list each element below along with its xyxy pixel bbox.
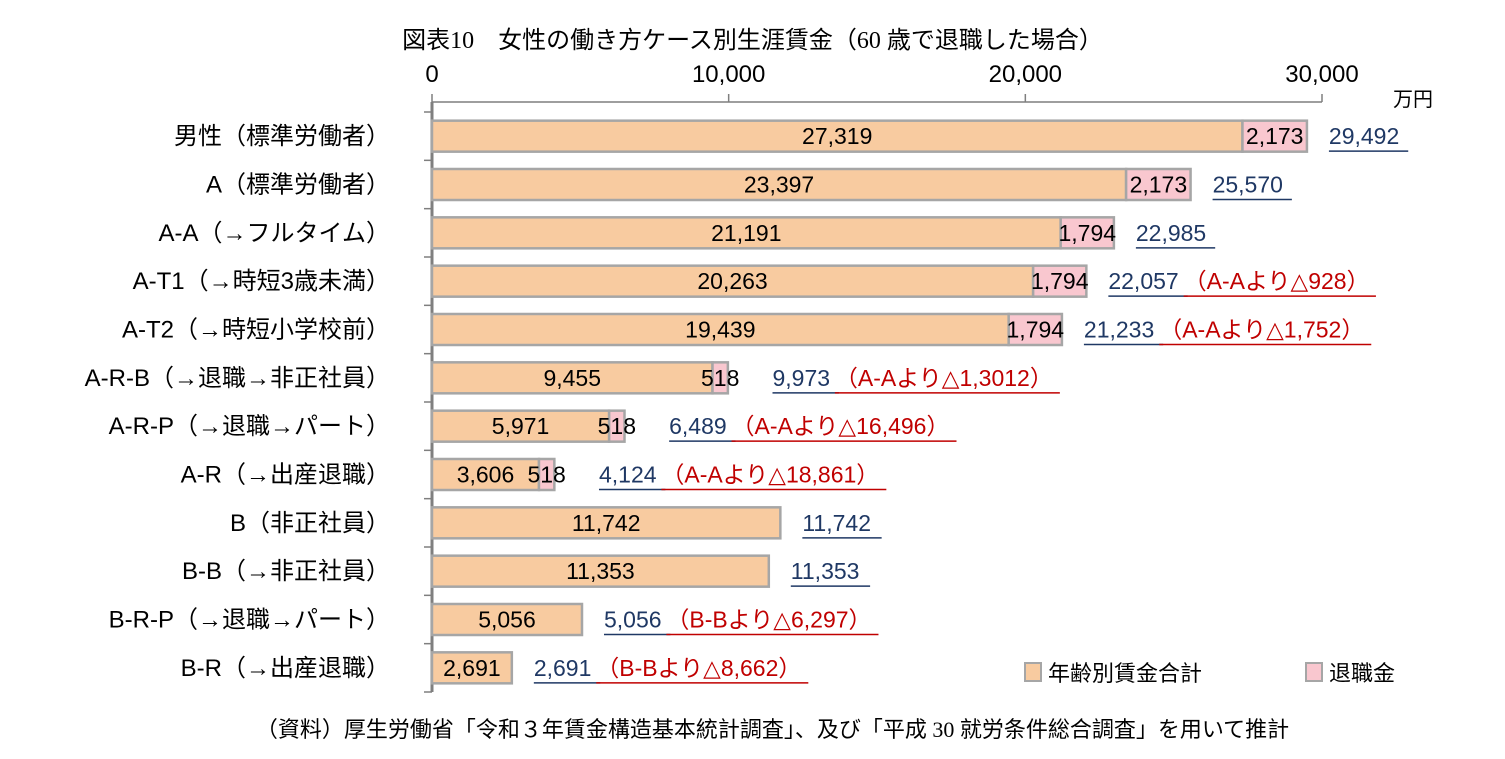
bar-retirement-label: 518 <box>527 462 565 488</box>
x-tick-label: 10,000 <box>692 61 765 88</box>
legend-label-retirement: 退職金 <box>1329 661 1395 686</box>
difference-label: （B-Bより△8,662） <box>596 655 801 681</box>
bar-wage <box>430 554 771 588</box>
bar-wage <box>430 602 584 637</box>
bar-retirement <box>711 361 730 395</box>
bar-wage-label: 19,439 <box>685 317 755 343</box>
bar-wage-label: 5,056 <box>478 607 536 633</box>
difference-label: （A-Aより△1,752） <box>1159 317 1364 343</box>
category-label: 男性（標準労働者） <box>174 123 390 150</box>
category-label: B-R-P（→退職→パート） <box>109 607 390 634</box>
bar-retirement <box>1059 216 1116 250</box>
bar-wage-label: 20,263 <box>697 268 767 294</box>
x-tick-label: 20,000 <box>989 61 1062 88</box>
total-label: 29,492 <box>1329 123 1399 149</box>
total-label: 11,353 <box>791 558 860 584</box>
bar-retirement <box>607 409 626 443</box>
total-label: 4,124 <box>599 462 657 488</box>
source-note: （資料）厚生労働省「令和３年賃金構造基本統計調査」、及び「平成 30 就労条件総… <box>255 717 1290 742</box>
bar-retirement-label: 518 <box>598 413 636 439</box>
bar-wage <box>430 312 1010 347</box>
total-label: 22,985 <box>1136 220 1206 246</box>
bar-wage-label: 23,397 <box>744 172 814 198</box>
category-label: A-T1（→時短3歳未満） <box>133 268 390 295</box>
category-label: A（標準労働者） <box>206 172 390 199</box>
x-tick-label: 0 <box>425 61 438 88</box>
total-label: 5,056 <box>604 607 662 633</box>
bar-retirement-label: 518 <box>701 365 739 391</box>
category-label: A-R-B（→退職→非正社員） <box>85 365 390 392</box>
total-label: 2,691 <box>534 655 592 681</box>
category-label: B（非正社員） <box>230 510 390 537</box>
bar-wage-label: 11,353 <box>566 558 635 584</box>
total-label: 11,742 <box>802 510 871 536</box>
difference-label: （A-Aより△928） <box>1184 268 1370 294</box>
bar-retirement <box>1007 312 1064 347</box>
bar-retirement <box>1031 264 1088 298</box>
bars-layer <box>430 119 1309 685</box>
legend-swatch-retirement <box>1305 662 1323 682</box>
bar-wage-label: 2,691 <box>443 655 501 681</box>
bar-wage <box>430 457 541 492</box>
bar-retirement-label: 1,794 <box>1031 268 1089 294</box>
category-label: A-T2（→時短小学校前） <box>122 317 390 344</box>
total-label: 6,489 <box>669 413 727 439</box>
legend-swatch-wage <box>1024 662 1042 682</box>
bar-retirement <box>537 457 556 492</box>
bar-wage <box>430 119 1244 153</box>
bar-wage-label: 9,455 <box>543 365 601 391</box>
difference-label: （A-Aより△16,496） <box>732 413 950 439</box>
x-tick-label: 30,000 <box>1285 61 1358 88</box>
bar-retirement <box>1241 119 1309 153</box>
bar-wage <box>430 361 714 395</box>
bar-wage <box>430 409 611 443</box>
difference-label: （A-Aより△18,861） <box>661 462 879 488</box>
bar-wage <box>430 651 514 685</box>
legend-label-wage: 年齢別賃金合計 <box>1048 661 1202 686</box>
category-label: A-A（→フルタイム） <box>158 220 390 247</box>
bar-retirement-label: 2,173 <box>1130 172 1188 198</box>
category-label: A-R（→出産退職） <box>181 462 390 489</box>
bar-wage <box>430 506 782 540</box>
total-label: 21,233 <box>1084 317 1154 343</box>
bar-wage-label: 27,319 <box>802 123 872 149</box>
bar-wage-label: 5,971 <box>492 413 550 439</box>
bar-retirement <box>1124 167 1192 202</box>
legend: 年齢別賃金合計 退職金 <box>1024 661 1395 686</box>
bar-wage-label: 11,742 <box>572 510 641 536</box>
category-label: B-B（→非正社員） <box>182 558 390 585</box>
bar-retirement-label: 2,173 <box>1246 123 1304 149</box>
bar-wage <box>430 264 1035 298</box>
chart-title: 図表10 女性の働き方ケース別生涯賃金（60 歳で退職した場合） <box>402 28 1103 54</box>
bar-wage-label: 21,191 <box>711 220 781 246</box>
difference-label: （A-Aより△1,3012） <box>835 365 1053 391</box>
labels-layer: 男性（標準労働者） 27,319 2,173 29,492 A（標準労働者） 23,397… <box>85 123 1409 684</box>
bar-retirement-label: 1,794 <box>1007 317 1065 343</box>
category-label: A-R-P（→退職→パート） <box>109 413 390 440</box>
category-label: B-R（→出産退職） <box>181 655 390 682</box>
bar-retirement-label: 1,794 <box>1058 220 1116 246</box>
total-label: 9,973 <box>772 365 830 391</box>
difference-label: （B-Bより△6,297） <box>666 607 871 633</box>
total-label: 22,057 <box>1108 268 1178 294</box>
bar-wage-label: 3,606 <box>457 462 515 488</box>
total-label: 25,570 <box>1213 172 1283 198</box>
unit-label: 万円 <box>1393 89 1433 111</box>
